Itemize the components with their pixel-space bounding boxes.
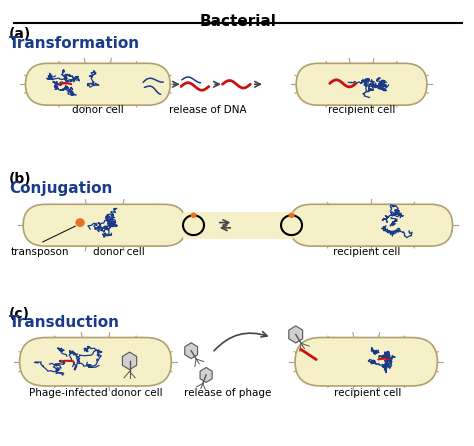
- Text: (c): (c): [9, 307, 30, 321]
- FancyBboxPatch shape: [23, 204, 186, 246]
- Text: Conjugation: Conjugation: [9, 181, 112, 196]
- Circle shape: [75, 218, 85, 227]
- Text: recipient cell: recipient cell: [333, 247, 400, 257]
- Text: recipient cell: recipient cell: [334, 388, 401, 398]
- FancyBboxPatch shape: [26, 63, 170, 105]
- Text: release of phage: release of phage: [184, 388, 271, 398]
- FancyBboxPatch shape: [290, 204, 453, 246]
- Text: Transformation: Transformation: [9, 36, 140, 51]
- Text: donor cell: donor cell: [93, 247, 145, 257]
- Polygon shape: [289, 326, 303, 343]
- FancyBboxPatch shape: [296, 63, 427, 105]
- Bar: [183, 212, 293, 239]
- Polygon shape: [185, 343, 198, 359]
- Text: release of DNA: release of DNA: [169, 105, 246, 115]
- Text: Phage-infected donor cell: Phage-infected donor cell: [29, 388, 162, 398]
- Bar: [182, 212, 294, 239]
- FancyBboxPatch shape: [19, 338, 171, 386]
- Polygon shape: [122, 352, 137, 370]
- Circle shape: [289, 212, 294, 218]
- Text: Bacterial: Bacterial: [200, 14, 276, 29]
- Text: Transduction: Transduction: [9, 315, 120, 330]
- FancyBboxPatch shape: [295, 338, 438, 386]
- Text: donor cell: donor cell: [72, 105, 124, 115]
- Text: (b): (b): [9, 172, 32, 186]
- Circle shape: [191, 212, 196, 218]
- Text: (a): (a): [9, 27, 31, 41]
- Text: recipient cell: recipient cell: [328, 105, 395, 115]
- Polygon shape: [200, 368, 212, 382]
- Text: transposon: transposon: [10, 247, 69, 257]
